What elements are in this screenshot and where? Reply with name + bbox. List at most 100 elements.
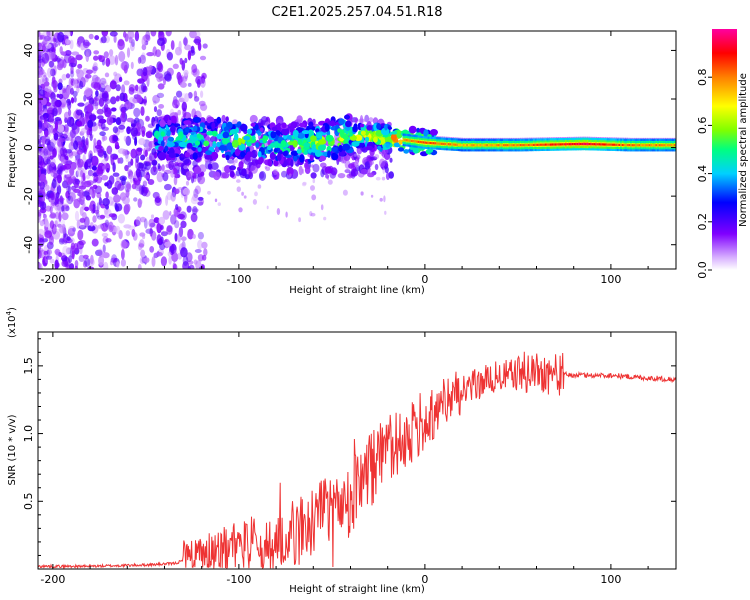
heatmap-cell [192, 117, 202, 123]
heatmap-cell [59, 237, 65, 243]
heatmap-cell [364, 114, 370, 123]
heatmap-cell [105, 238, 112, 243]
heatmap-cell [184, 126, 190, 133]
heatmap-cell [43, 35, 52, 42]
heatmap-cell [198, 100, 206, 107]
heatmap-cell [109, 260, 114, 266]
heatmap-cell [531, 143, 534, 146]
heatmap-cell [42, 44, 46, 53]
heatmap-cell [190, 213, 198, 223]
heatmap-cell [178, 131, 184, 140]
heatmap-cell [238, 161, 244, 170]
heatmap-cell [74, 210, 80, 222]
snr-y-multiplier-base: (x10 [7, 315, 18, 338]
heatmap-cell [102, 59, 105, 66]
heatmap-cell [511, 144, 514, 147]
heatmap-cell [403, 149, 410, 154]
heatmap-cell [39, 201, 47, 211]
heatmap-cell [643, 144, 646, 147]
x-tick-label: -200 [40, 273, 65, 286]
heatmap-cell [53, 101, 59, 109]
colorbar-tick-label: 0.6 [696, 117, 709, 134]
heatmap-cell [320, 169, 325, 178]
heatmap-cell [452, 143, 455, 146]
heatmap-cell [62, 245, 69, 256]
heatmap-cell [451, 143, 454, 146]
x-tick-label: -100 [226, 273, 251, 286]
heatmap-cell [115, 176, 121, 183]
heatmap-cell [141, 35, 147, 47]
heatmap-cell [571, 143, 574, 146]
heatmap-cell [54, 220, 62, 225]
heatmap-cell [187, 50, 192, 61]
heatmap-cell [94, 144, 103, 150]
heatmap-cell [89, 114, 97, 121]
heatmap-cell [45, 255, 53, 260]
heatmap-cell [100, 122, 106, 130]
heatmap-cell [140, 106, 145, 116]
heatmap-cell [115, 205, 120, 212]
heatmap-cell [165, 195, 169, 206]
heatmap-cell [201, 199, 205, 204]
heatmap-cell [62, 227, 67, 238]
heatmap-cell [49, 92, 57, 100]
heatmap-cell [115, 95, 120, 102]
heatmap-cell [104, 84, 112, 93]
heatmap-cell [193, 38, 201, 44]
heatmap-cell [570, 143, 573, 146]
heatmap-cell [606, 143, 609, 146]
heatmap-cell [64, 127, 69, 135]
heatmap-cell [168, 255, 172, 265]
heatmap-cell [156, 171, 164, 183]
heatmap-cell [140, 186, 145, 196]
heatmap-cell [108, 221, 114, 233]
heatmap-cell [421, 141, 424, 144]
heatmap-cell [160, 256, 167, 267]
heatmap-cell [126, 126, 131, 135]
heatmap-cell [544, 143, 548, 146]
heatmap-cell [122, 148, 128, 157]
heatmap-cell [77, 63, 83, 69]
heatmap-cell [174, 220, 180, 229]
heatmap-cell [246, 151, 254, 158]
heatmap-cell [596, 143, 599, 146]
heatmap-cell [578, 142, 581, 146]
heatmap-cell [38, 68, 41, 79]
heatmap-cell [38, 134, 41, 144]
heatmap-cell [38, 215, 41, 224]
colorbar-tick-label: 0.2 [696, 213, 709, 231]
heatmap-cell [446, 143, 449, 146]
heatmap-cell [38, 159, 42, 166]
heatmap-cell [178, 97, 185, 103]
heatmap-cell [172, 99, 180, 109]
heatmap-cell [133, 107, 141, 118]
heatmap-cell [432, 142, 435, 145]
heatmap-cell [354, 160, 360, 168]
heatmap-cell [80, 127, 87, 134]
heatmap-cell [281, 170, 288, 178]
heatmap-cell [157, 163, 161, 170]
heatmap-cell [603, 143, 606, 146]
heatmap-cell [474, 144, 477, 147]
spectrogram-x-axis-label: Height of straight line (km) [289, 285, 425, 296]
heatmap-cell [613, 143, 616, 146]
heatmap-cell [127, 31, 135, 40]
heatmap-cell [71, 122, 78, 131]
heatmap-cell [633, 144, 636, 147]
heatmap-cell [195, 140, 200, 146]
heatmap-cell [285, 211, 288, 218]
heatmap-cell [563, 143, 566, 146]
heatmap-cell [121, 84, 126, 95]
heatmap-cell [189, 31, 197, 39]
heatmap-cell [148, 65, 153, 71]
heatmap-cell [65, 247, 72, 255]
heatmap-cell [255, 130, 261, 134]
heatmap-cell [194, 185, 201, 195]
heatmap-cell [143, 146, 149, 150]
heatmap-cell [137, 78, 145, 84]
heatmap-cell [625, 143, 628, 147]
heatmap-cell [142, 85, 148, 91]
heatmap-cell [232, 159, 236, 166]
heatmap-cell [86, 129, 91, 136]
